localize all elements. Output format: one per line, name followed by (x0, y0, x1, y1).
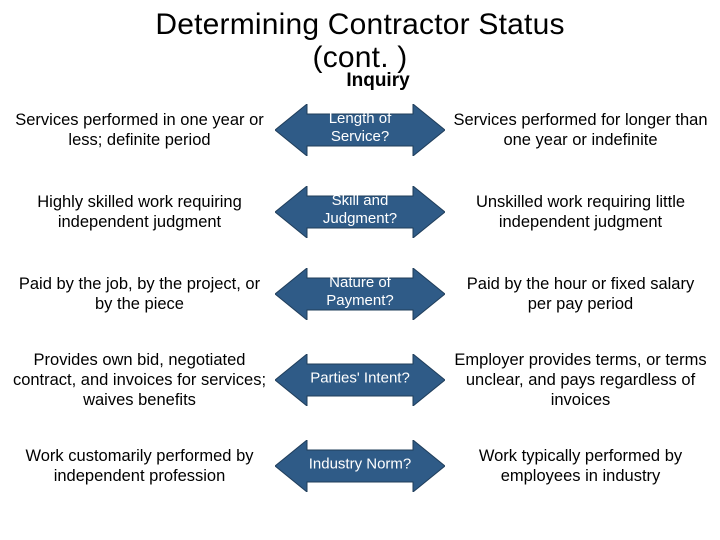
comparison-row: Work customarily performed by independen… (12, 440, 708, 492)
comparison-row: Services performed in one year or less; … (12, 104, 708, 156)
double-arrow: Skill and Judgment? (275, 186, 445, 238)
title-block: Determining Contractor Status(cont. ) In… (0, 8, 720, 92)
comparison-row: Highly skilled work requiring independen… (12, 186, 708, 238)
contractor-side-text: Work customarily performed by independen… (12, 446, 267, 486)
comparison-row: Provides own bid, negotiated contract, a… (12, 350, 708, 410)
inquiry-label: Nature of Payment? (300, 274, 420, 309)
comparison-row: Paid by the job, by the project, or by t… (12, 268, 708, 320)
inquiry-label: Length of Service? (300, 110, 420, 145)
employee-side-text: Services performed for longer than one y… (453, 110, 708, 150)
double-arrow: Parties' Intent? (275, 354, 445, 406)
inquiry-label: Industry Norm? (300, 455, 420, 472)
employee-side-text: Unskilled work requiring little independ… (453, 192, 708, 232)
contractor-side-text: Services performed in one year or less; … (12, 110, 267, 150)
slide-subtitle: Inquiry (36, 70, 720, 92)
contractor-side-text: Provides own bid, negotiated contract, a… (12, 350, 267, 410)
inquiry-label: Skill and Judgment? (300, 192, 420, 227)
double-arrow: Nature of Payment? (275, 268, 445, 320)
inquiry-label: Parties' Intent? (300, 369, 420, 386)
comparison-rows: Services performed in one year or less; … (0, 104, 720, 492)
employee-side-text: Employer provides terms, or terms unclea… (453, 350, 708, 410)
employee-side-text: Paid by the hour or fixed salary per pay… (453, 274, 708, 314)
contractor-side-text: Paid by the job, by the project, or by t… (12, 274, 267, 314)
slide-title: Determining Contractor Status(cont. ) (0, 8, 720, 74)
employee-side-text: Work typically performed by employees in… (453, 446, 708, 486)
double-arrow: Industry Norm? (275, 440, 445, 492)
double-arrow: Length of Service? (275, 104, 445, 156)
contractor-side-text: Highly skilled work requiring independen… (12, 192, 267, 232)
